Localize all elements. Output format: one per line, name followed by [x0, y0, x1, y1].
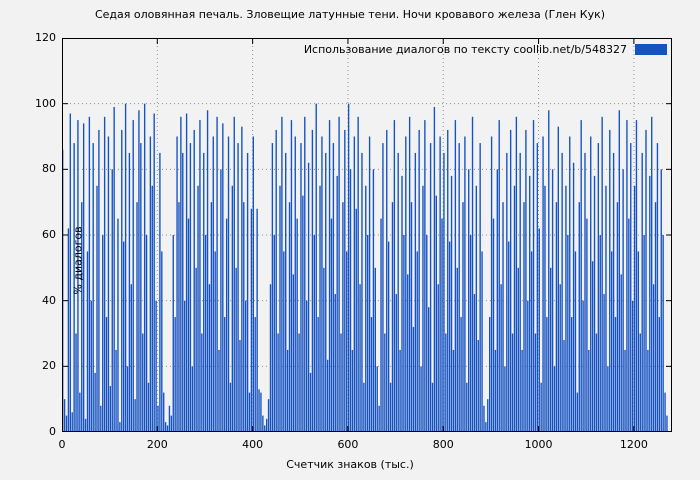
x-tick-label: 400	[242, 438, 264, 451]
legend-swatch-icon	[635, 44, 667, 55]
y-tick-label: 0	[49, 425, 56, 438]
legend: Использование диалогов по тексту coollib…	[304, 43, 667, 56]
x-tick-label: 1000	[524, 438, 553, 451]
y-tick-label: 60	[42, 228, 56, 241]
plot-area: % диалогов	[62, 38, 672, 432]
x-tick-label: 800	[432, 438, 454, 451]
legend-label: Использование диалогов по тексту coollib…	[303, 43, 627, 56]
x-tick-label: 200	[146, 438, 168, 451]
x-tick-label: 1200	[619, 438, 648, 451]
chart-canvas	[62, 38, 672, 432]
x-tick-label: 0	[58, 438, 66, 451]
y-axis-label: % диалогов	[71, 226, 85, 295]
chart-title: Седая оловянная печаль. Зловещие латунны…	[94, 8, 606, 21]
y-tick-label: 20	[42, 359, 56, 373]
y-tick-label: 120	[35, 31, 56, 44]
y-tick-label: 40	[42, 293, 56, 307]
x-tick-label: 600	[337, 438, 359, 451]
x-axis-label: Счетчик знаков (тыс.)	[286, 458, 414, 471]
y-tick-label: 80	[42, 162, 56, 176]
y-tick-label: 100	[35, 96, 56, 110]
